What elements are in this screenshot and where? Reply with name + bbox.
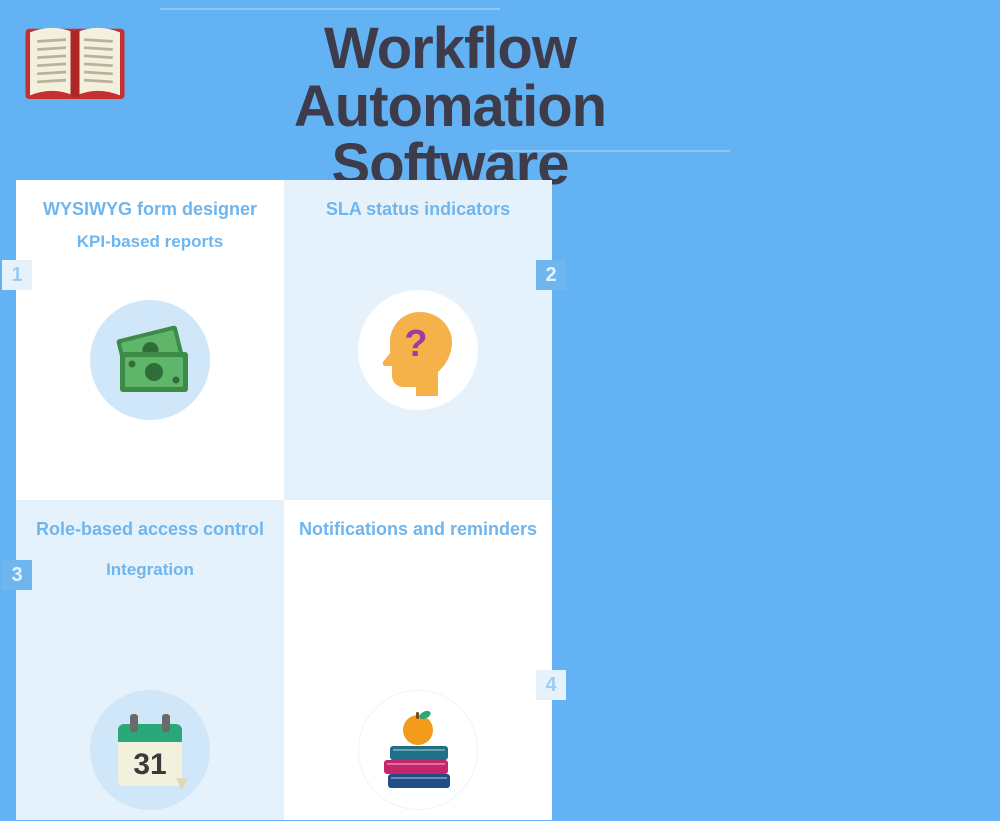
head-question-icon: ? (358, 290, 478, 410)
badge-2: 2 (536, 260, 566, 290)
badge-3: 3 (2, 560, 32, 590)
cell-3: Role-based access control Integration 3 … (16, 500, 284, 820)
book-icon (20, 18, 130, 108)
cell-3-title: Role-based access control (30, 518, 270, 541)
cell-2: SLA status indicators 2 ? (284, 180, 552, 500)
title-rule-top (160, 8, 500, 10)
books-apple-icon (358, 690, 478, 810)
badge-4: 4 (536, 670, 566, 700)
cell-4-title: Notifications and reminders (298, 518, 538, 541)
cell-2-title: SLA status indicators (298, 198, 538, 221)
cell-1-title: WYSIWYG form designer (30, 198, 270, 221)
cell-1-subtitle: KPI-based reports (30, 231, 270, 252)
cell-3-subtitle: Integration (30, 559, 270, 580)
feature-grid: WYSIWYG form designer KPI-based reports … (16, 180, 552, 820)
page-title: Workflow Automation Software (170, 20, 730, 194)
svg-text:?: ? (404, 323, 427, 365)
money-icon (90, 300, 210, 420)
svg-text:31: 31 (133, 748, 166, 781)
badge-1: 1 (2, 260, 32, 290)
calendar-icon: 31 (90, 690, 210, 810)
cell-1: WYSIWYG form designer KPI-based reports … (16, 180, 284, 500)
cell-4: Notifications and reminders 4 (284, 500, 552, 820)
